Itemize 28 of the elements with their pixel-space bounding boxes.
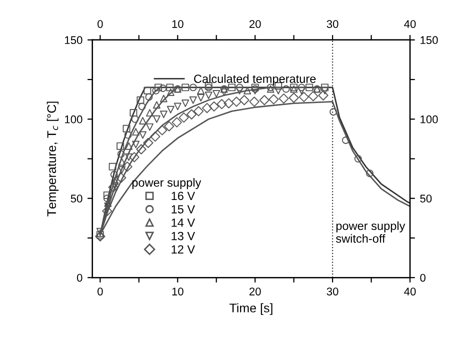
y-axis-title: Temperature, T$_{c}$ [°C] — [46, 102, 59, 216]
y-tick-label: 150 — [65, 36, 82, 44]
x-tick-label: 20 — [249, 288, 261, 296]
x-axis-title: Time [s] — [230, 303, 272, 315]
y2-tick-label: 0 — [420, 274, 426, 282]
x-tick-label: 10 — [172, 288, 184, 296]
x2-tick-label: 40 — [404, 20, 416, 28]
x-tick-label: 40 — [404, 288, 416, 296]
x2-tick-label: 0 — [98, 20, 103, 28]
x2-tick-label: 30 — [326, 20, 338, 28]
x-tick-label: 30 — [326, 288, 338, 296]
legend-label: 16 V — [172, 192, 196, 200]
y2-tick-label: 150 — [420, 36, 438, 44]
legend-label: 13 V — [172, 232, 196, 240]
x2-tick-label: 20 — [249, 20, 261, 28]
legend-label: 15 V — [172, 205, 196, 214]
y2-tick-label: 100 — [420, 115, 438, 124]
y-tick-label: 100 — [65, 115, 82, 124]
ref-line-label: power supply switch-off — [336, 221, 406, 243]
legend-title: power supply — [132, 178, 202, 190]
legend-label: 12 V — [172, 245, 196, 254]
x-tick-label: 0 — [98, 288, 103, 296]
legend-label: 14 V — [172, 218, 196, 227]
y-tick-label: 50 — [70, 194, 82, 203]
y-tick-label: 0 — [76, 274, 82, 282]
y2-tick-label: 50 — [420, 194, 432, 203]
legend-label: Calculated temperature — [194, 74, 316, 86]
x2-tick-label: 10 — [172, 20, 184, 28]
